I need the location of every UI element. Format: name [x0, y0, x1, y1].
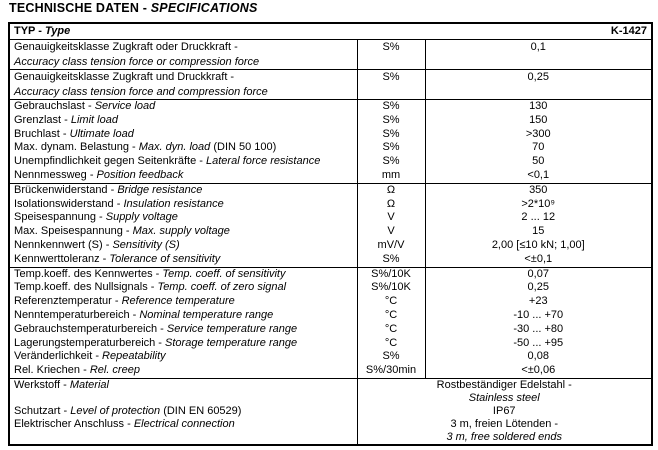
row-label: Max. dynam. Belastung - Max. dyn. load (… [14, 141, 277, 154]
table-row: Nennmessweg - Position feedback mm <0,1 [9, 168, 652, 184]
value-cell: 50 [532, 155, 545, 168]
row-label: Temp.koeff. des Kennwertes - Temp. coeff… [9, 266, 357, 282]
unit-cell: S% [356, 350, 426, 365]
table-row: Temp.koeff. des Kennwertes - Temp. coeff… [9, 266, 652, 282]
table-row: Gebrauchslast - Service load S% 130 [9, 98, 652, 114]
table-row: Max. dynam. Belastung - Max. dyn. load (… [9, 141, 652, 156]
unit-cell: S% [356, 69, 426, 100]
table-row: Genauigkeitsklasse Zugkraft oder Druckkr… [9, 39, 652, 70]
value-cell: 0,1 [425, 39, 652, 70]
row-label: Genauigkeitsklasse Zugkraft und Druckkra… [9, 69, 357, 100]
row-label: Gebrauchslast - Service load [9, 98, 357, 114]
type-label: TYP - Type [14, 25, 71, 37]
row-label: Genauigkeitsklasse Zugkraft oder Druckkr… [9, 39, 357, 70]
page-title-en: SPECIFICATIONS [150, 1, 258, 15]
row-label: Lagerungstemperaturbereich - Storage tem… [14, 336, 298, 349]
table-row: Nennkennwert (S) - Sensitivity (S) mV/V … [9, 238, 652, 253]
row-label: Nennmessweg - Position feedback [14, 168, 184, 181]
unit-cell: S% [356, 141, 426, 156]
table-row: Referenztemperatur - Reference temperatu… [9, 295, 652, 309]
table-row: Speisespannung - Supply voltage V 2 ... … [9, 211, 652, 226]
value-cell: -50 ... +95 [513, 336, 564, 349]
unit-cell: mm [356, 168, 426, 184]
unit-cell: V [356, 211, 426, 226]
unit-cell: S%/30min [356, 364, 426, 379]
value-cell: <±0,06 [521, 364, 556, 377]
footer-labels: Werkstoff - Material Schutzart - Level o… [9, 377, 357, 445]
unit-cell: S% [356, 155, 426, 169]
table-row: Grenzlast - Limit load S% 150 [9, 113, 652, 128]
table-row: Rel. Kriechen - Rel. creep S%/30min <±0,… [9, 364, 652, 379]
footer-row: Werkstoff - Material Schutzart - Level o… [9, 377, 652, 445]
unit-cell: S%/10K [356, 281, 426, 296]
table-row: Unempfindlichkeit gegen Seitenkräfte - L… [9, 155, 652, 169]
unit-cell: S% [356, 39, 426, 70]
unit-cell: S% [356, 252, 426, 268]
unit-cell: °C [356, 336, 426, 351]
table-row: Kennwerttoleranz - Tolerance of sensitiv… [9, 252, 652, 268]
value-cell: -30 ... +80 [513, 322, 564, 335]
row-label: Nenntemperaturbereich - Nominal temperat… [14, 308, 274, 321]
row-label: Kennwerttoleranz - Tolerance of sensitiv… [14, 252, 221, 265]
row-label: Referenztemperatur - Reference temperatu… [14, 295, 235, 308]
unit-cell: mV/V [356, 238, 426, 253]
value-cell: >300 [525, 127, 551, 140]
row-label: Brückenwiderstand - Bridge resistance [9, 182, 357, 198]
value-cell: 350 [425, 182, 652, 198]
footer-values: Rostbeständiger Edelstahl - Stainless st… [356, 377, 652, 445]
table-row: Veränderlichkeit - Repeatability S% 0,08 [9, 350, 652, 365]
row-label: Grenzlast - Limit load [14, 113, 118, 126]
row-label: Speisespannung - Supply voltage [14, 211, 178, 224]
type-header-row: TYP - Type K-1427 [9, 23, 652, 40]
unit-cell: °C [356, 322, 426, 337]
table-row: Lagerungstemperaturbereich - Storage tem… [9, 336, 652, 351]
unit-cell: S%/10K [356, 266, 426, 282]
table-row: Genauigkeitsklasse Zugkraft und Druckkra… [9, 69, 652, 100]
value-cell: 0,25 [425, 69, 652, 100]
value-cell: +23 [528, 295, 548, 308]
row-label: Bruchlast - Ultimate load [14, 127, 134, 140]
table-row: Nenntemperaturbereich - Nominal temperat… [9, 308, 652, 323]
page-title-de: TECHNISCHE DATEN - [9, 1, 151, 15]
unit-cell: S% [356, 113, 426, 128]
value-cell: 70 [532, 141, 545, 154]
row-label: Max. Speisespannung - Max. supply voltag… [14, 225, 230, 238]
row-label: Veränderlichkeit - Repeatability [14, 350, 166, 363]
table-row: Temp.koeff. des Nullsignals - Temp. coef… [9, 281, 652, 296]
unit-cell: °C [356, 295, 426, 309]
table-row: Gebrauchstemperaturbereich - Service tem… [9, 322, 652, 337]
value-cell: 150 [529, 113, 548, 126]
value-cell: 2 ... 12 [521, 211, 556, 224]
value-cell: 0,07 [425, 266, 652, 282]
unit-cell: V [356, 225, 426, 239]
unit-cell: °C [356, 308, 426, 323]
value-cell: 2,00 [≤10 kN; 1,00] [491, 238, 585, 251]
table-row: Max. Speisespannung - Max. supply voltag… [9, 225, 652, 239]
table-row: Brückenwiderstand - Bridge resistance Ω … [9, 182, 652, 198]
specifications-table: TYP - Type K-1427 Genauigkeitsklasse Zug… [8, 22, 653, 446]
unit-cell: S% [356, 98, 426, 114]
row-label: Temp.koeff. des Nullsignals - Temp. coef… [14, 281, 287, 294]
unit-cell: Ω [356, 182, 426, 198]
unit-cell: Ω [356, 197, 426, 212]
row-label: Gebrauchstemperaturbereich - Service tem… [14, 322, 298, 335]
value-cell: <0,1 [527, 168, 550, 181]
row-label: Isolationswiderstand - Insulation resist… [14, 197, 224, 210]
page-title: TECHNISCHE DATEN - SPECIFICATIONS [9, 1, 258, 15]
row-label: Unempfindlichkeit gegen Seitenkräfte - L… [14, 155, 321, 168]
type-value: K-1427 [610, 25, 647, 37]
value-cell: 0,08 [527, 350, 549, 363]
value-cell: >2*10⁹ [521, 197, 556, 210]
unit-cell: S% [356, 127, 426, 142]
row-label: Rel. Kriechen - Rel. creep [14, 364, 140, 377]
row-label: Nennkennwert (S) - Sensitivity (S) [14, 238, 180, 251]
value-cell: -10 ... +70 [513, 308, 564, 321]
value-cell: 0,25 [527, 281, 549, 294]
table-row: Isolationswiderstand - Insulation resist… [9, 197, 652, 212]
value-cell: <±0,1 [524, 252, 553, 265]
value-cell: 130 [425, 98, 652, 114]
table-row: Bruchlast - Ultimate load S% >300 [9, 127, 652, 142]
value-cell: 15 [532, 225, 545, 238]
